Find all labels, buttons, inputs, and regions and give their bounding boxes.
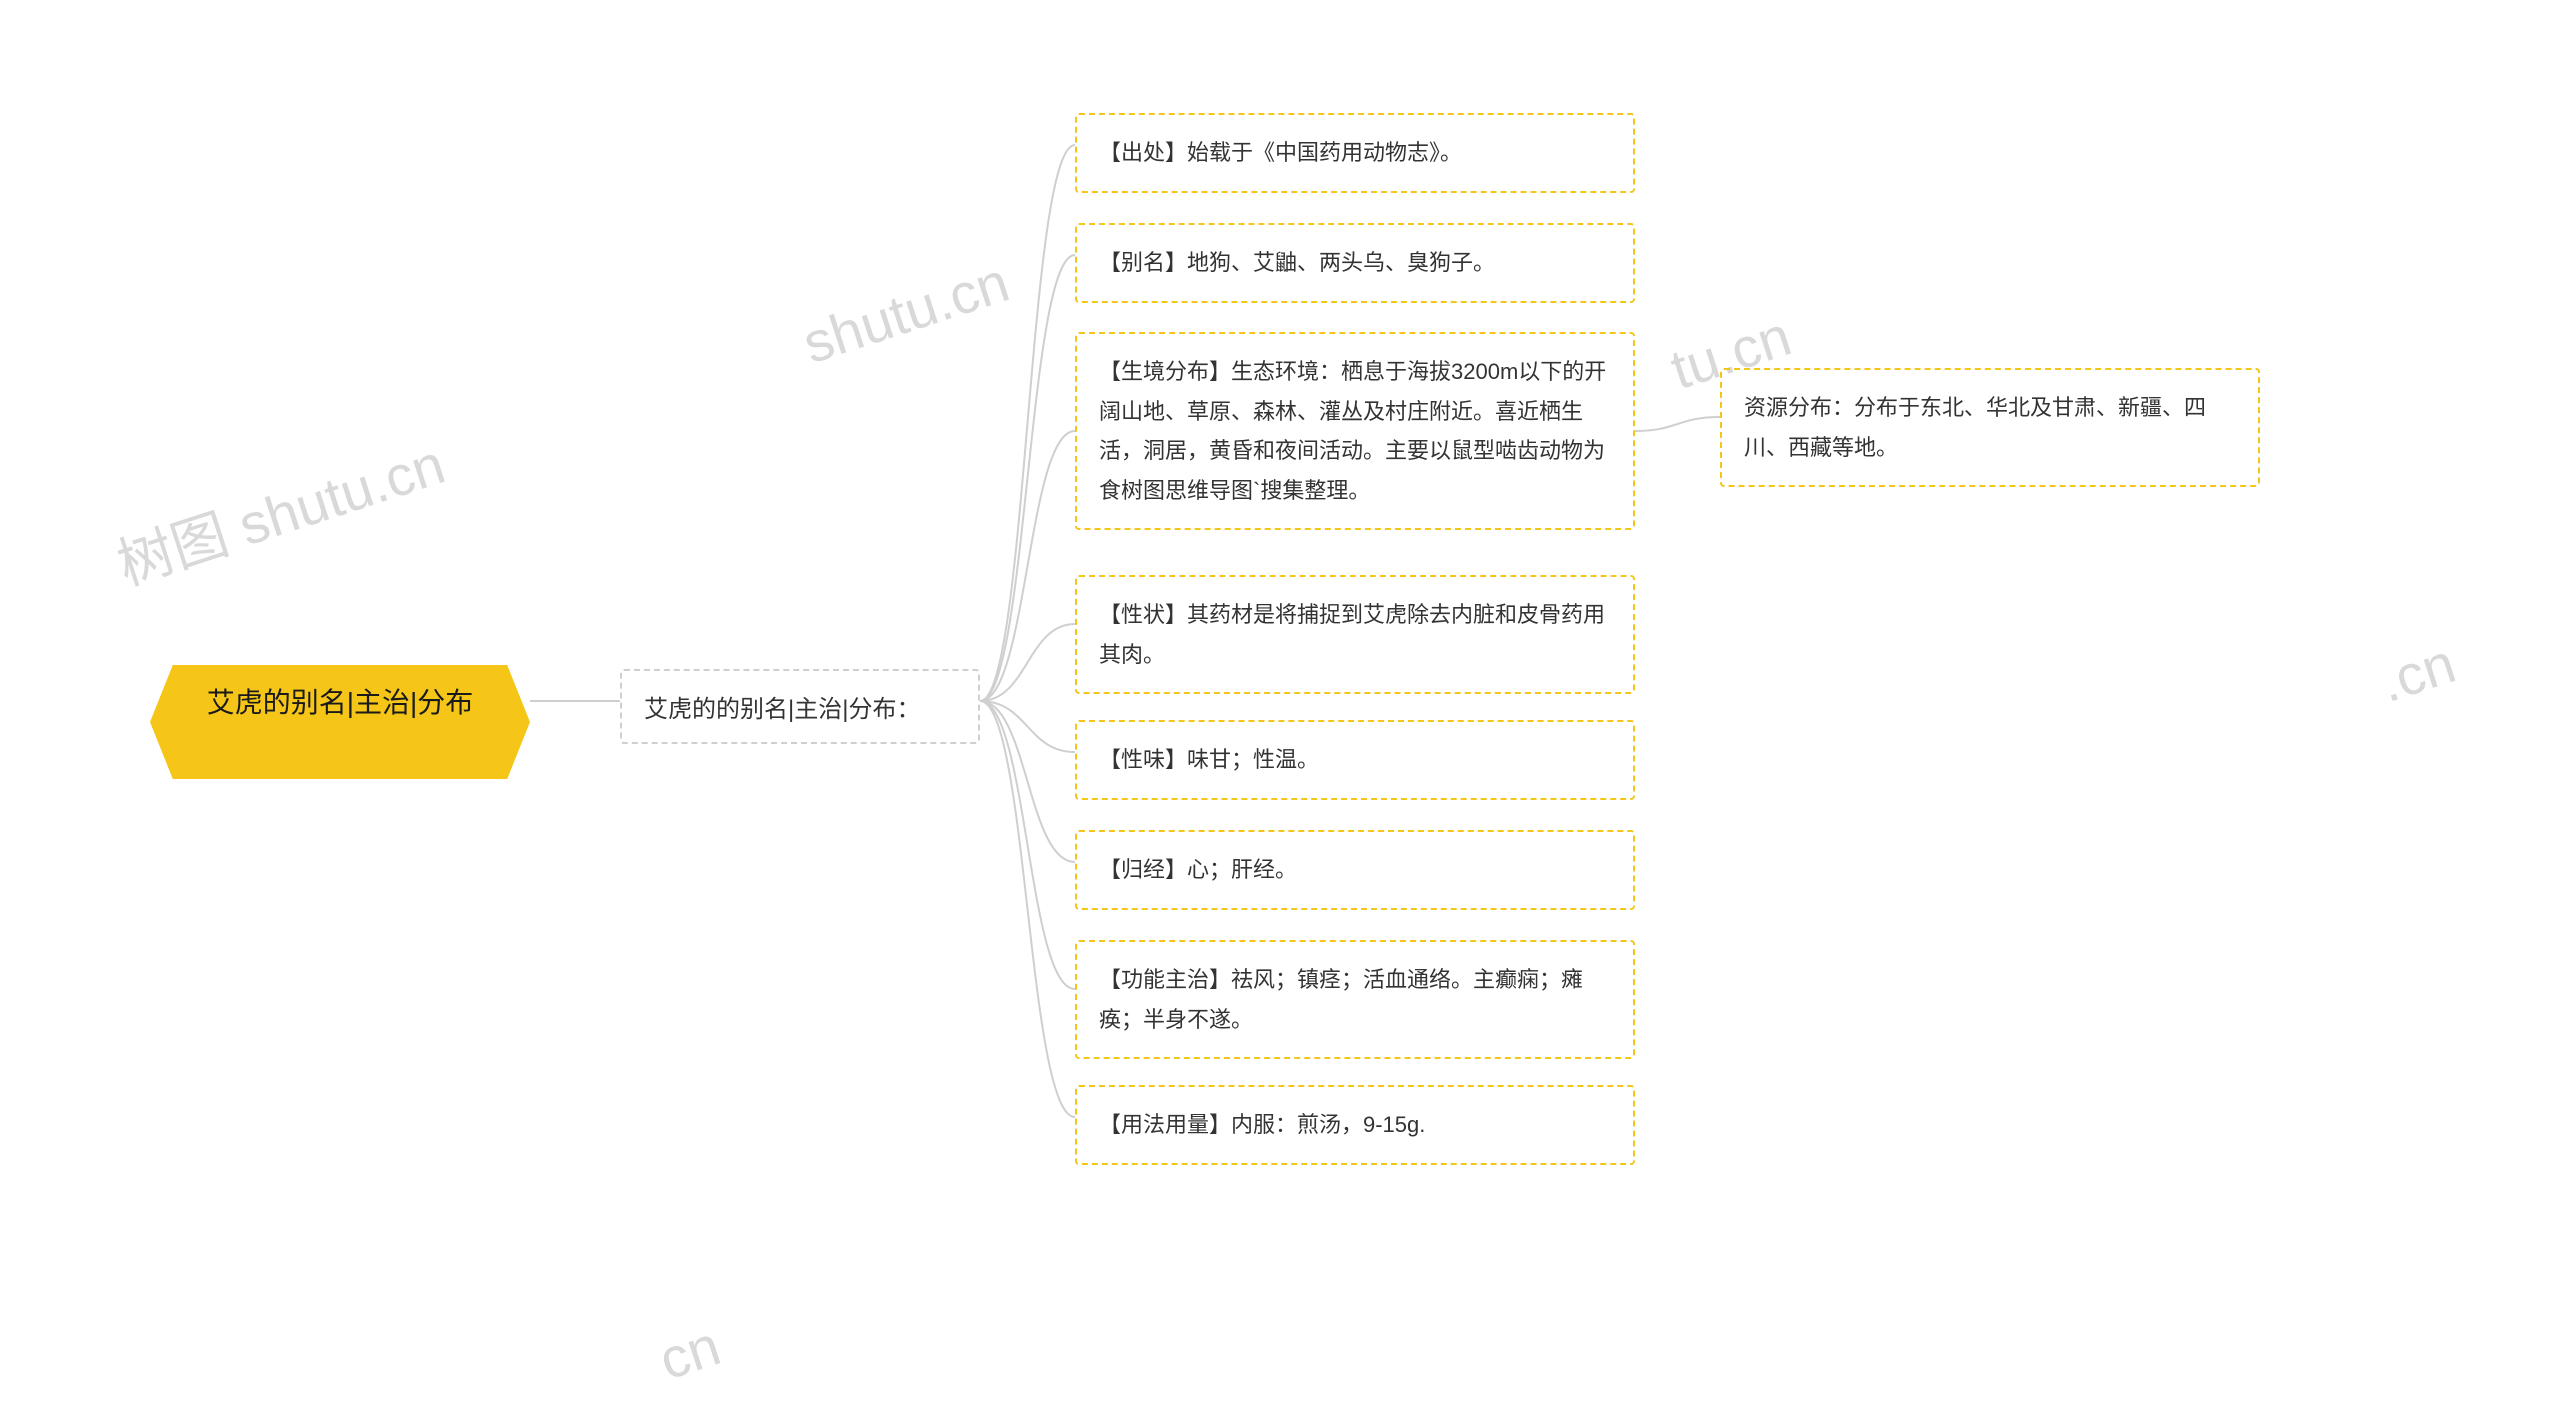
leaf-label: 【别名】地狗、艾鼬、两头乌、臭狗子。 bbox=[1099, 250, 1495, 275]
leaf-node-4[interactable]: 【性味】味甘；性温。 bbox=[1075, 720, 1635, 800]
leaf-label: 【归经】心；肝经。 bbox=[1099, 857, 1297, 882]
level2-label: 艾虎的的别名|主治|分布： bbox=[644, 696, 920, 723]
root-node[interactable]: 艾虎的别名|主治|分布 bbox=[150, 665, 530, 737]
leaf-label: 【出处】始载于《中国药用动物志》。 bbox=[1099, 140, 1462, 165]
leaf-node-3[interactable]: 【性状】其药材是将捕捉到艾虎除去内脏和皮骨药用其肉。 bbox=[1075, 575, 1635, 694]
leaf3-child-label: 资源分布：分布于东北、华北及甘肃、新疆、四川、西藏等地。 bbox=[1744, 395, 2206, 460]
leaf-label: 【性味】味甘；性温。 bbox=[1099, 747, 1319, 772]
watermark: shutu.cn bbox=[795, 249, 1016, 376]
leaf-node-2[interactable]: 【生境分布】生态环境：栖息于海拔3200m以下的开阔山地、草原、森林、灌丛及村庄… bbox=[1075, 332, 1635, 530]
level2-node[interactable]: 艾虎的的别名|主治|分布： bbox=[620, 669, 980, 744]
leaf-label: 【用法用量】内服：煎汤，9-15g. bbox=[1099, 1112, 1425, 1137]
leaf3-child-node[interactable]: 资源分布：分布于东北、华北及甘肃、新疆、四川、西藏等地。 bbox=[1720, 368, 2260, 487]
leaf-node-7[interactable]: 【用法用量】内服：煎汤，9-15g. bbox=[1075, 1085, 1635, 1165]
watermark: .cn bbox=[2372, 630, 2463, 715]
leaf-label: 【性状】其药材是将捕捉到艾虎除去内脏和皮骨药用其肉。 bbox=[1099, 602, 1605, 667]
leaf-node-0[interactable]: 【出处】始载于《中国药用动物志》。 bbox=[1075, 113, 1635, 193]
watermark: cn bbox=[651, 1312, 727, 1392]
root-label: 艾虎的别名|主治|分布 bbox=[207, 681, 474, 721]
leaf-label: 【生境分布】生态环境：栖息于海拔3200m以下的开阔山地、草原、森林、灌丛及村庄… bbox=[1099, 359, 1606, 503]
watermark: 树图 shutu.cn bbox=[106, 420, 454, 602]
leaf-node-6[interactable]: 【功能主治】祛风；镇痉；活血通络。主癫痫；瘫痪；半身不遂。 bbox=[1075, 940, 1635, 1059]
leaf-label: 【功能主治】祛风；镇痉；活血通络。主癫痫；瘫痪；半身不遂。 bbox=[1099, 967, 1583, 1032]
leaf-node-1[interactable]: 【别名】地狗、艾鼬、两头乌、臭狗子。 bbox=[1075, 223, 1635, 303]
leaf-node-5[interactable]: 【归经】心；肝经。 bbox=[1075, 830, 1635, 910]
